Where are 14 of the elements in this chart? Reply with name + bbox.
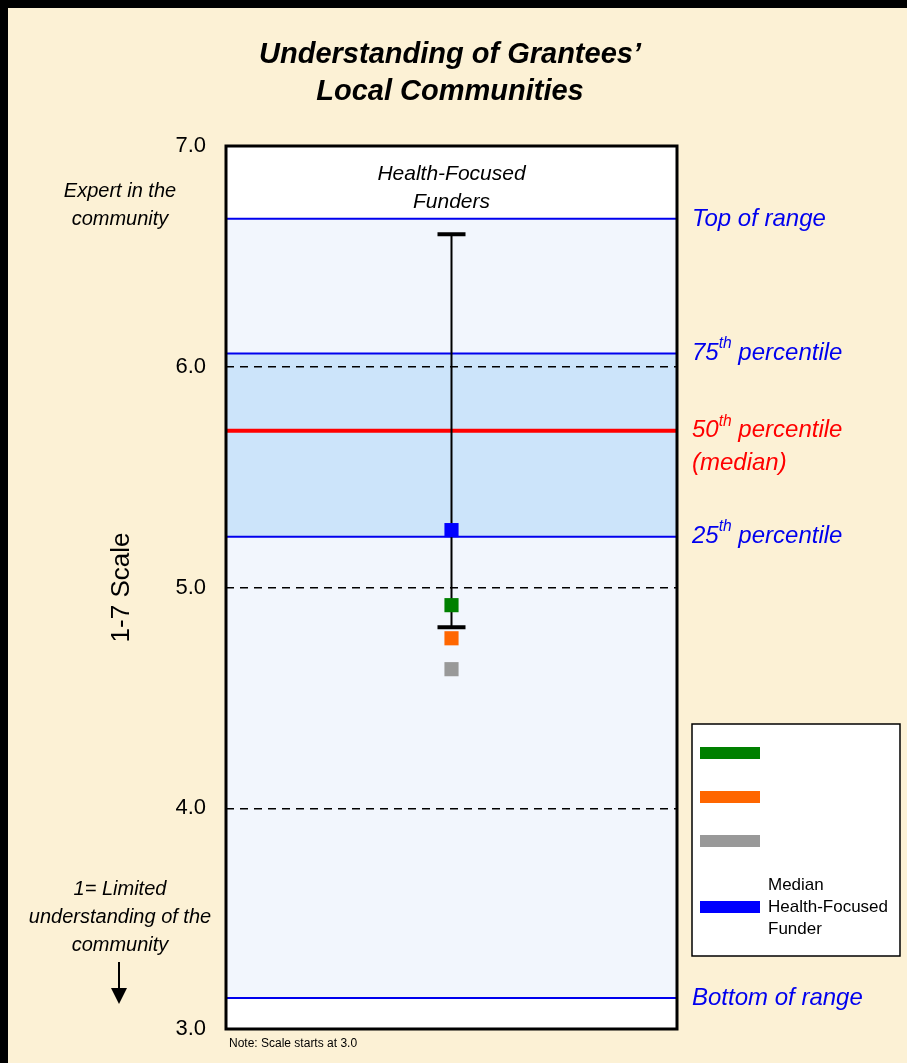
y-tick-label: 6.0 — [175, 352, 206, 378]
text: 1= Limited understanding of the community — [28, 876, 212, 955]
legend-label: Median Health-Focused Funder — [768, 874, 889, 938]
y-tick-label: 3.0 — [175, 1015, 206, 1041]
chart-title: Understanding of Grantees’ Local Communities — [259, 37, 642, 106]
text: Expert in the community — [63, 178, 177, 229]
text: Note: Scale starts at 3.0 — [229, 1036, 358, 1051]
y-axis-title: 1-7 Scale — [105, 532, 136, 643]
y-tick-label: 7.0 — [175, 132, 206, 158]
y-tick-label: 5.0 — [175, 573, 206, 599]
ref-line-label: Top of range — [692, 203, 826, 231]
x-tick-label: Health-Focused Funders — [377, 160, 527, 212]
ref-line-label: Bottom of range — [692, 982, 863, 1010]
y-tick-label: 4.0 — [175, 794, 206, 820]
